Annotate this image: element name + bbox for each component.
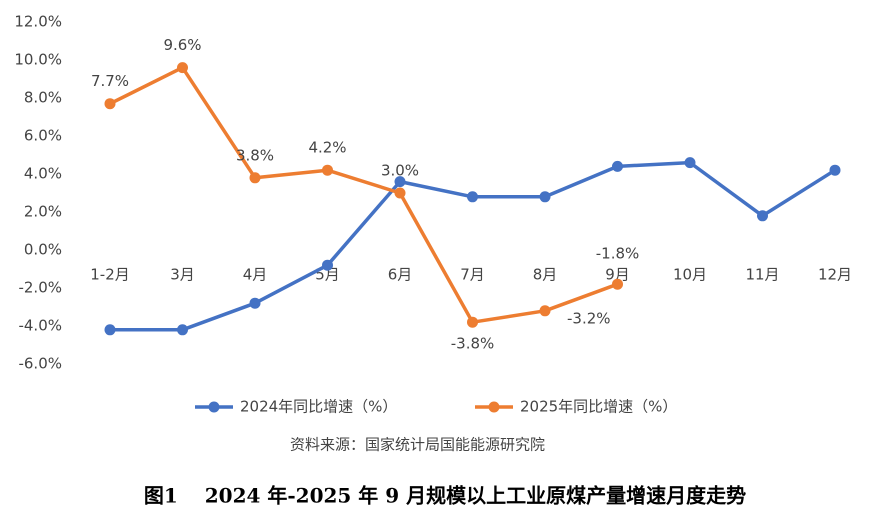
data-point [249, 172, 261, 184]
x-tick-label: 9月 [605, 266, 630, 284]
data-point [394, 176, 406, 188]
y-tick-label: -2.0% [18, 279, 62, 297]
y-tick-label: 2.0% [24, 203, 62, 221]
data-point [249, 297, 261, 309]
y-tick-label: 12.0% [14, 13, 62, 31]
x-tick-label: 6月 [388, 266, 413, 284]
y-tick-label: 8.0% [24, 89, 62, 107]
data-point [394, 187, 406, 199]
series-line [110, 160, 836, 332]
x-tick-label: 1-2月 [90, 266, 130, 284]
data-label: 7.7% [91, 72, 129, 90]
data-label: -3.8% [451, 335, 495, 353]
y-tick-label: 10.0% [14, 51, 62, 69]
y-tick-label: -6.0% [18, 355, 62, 373]
x-tick-label: 3月 [170, 266, 195, 284]
data-label: 9.6% [163, 36, 201, 54]
data-point [177, 62, 188, 74]
y-tick-label: 6.0% [24, 127, 62, 145]
x-tick-label: 4月 [243, 266, 268, 284]
legend-marker [488, 401, 500, 413]
data-point [757, 210, 768, 222]
series-line [109, 65, 619, 324]
data-point [104, 324, 116, 336]
data-point [467, 316, 478, 328]
data-label: 4.2% [308, 139, 346, 157]
legend-marker [208, 401, 220, 413]
data-point [539, 305, 551, 317]
data-point [467, 191, 478, 203]
legend-label: 2025年同比增速（%） [520, 398, 677, 416]
data-point [539, 191, 551, 203]
data-point [612, 278, 623, 290]
y-tick-label: 4.0% [24, 165, 62, 183]
data-point [829, 164, 841, 176]
data-point [177, 324, 188, 336]
data-point [104, 98, 116, 110]
x-tick-label: 12月 [818, 266, 852, 284]
data-label: -1.8% [596, 245, 640, 263]
x-tick-label: 7月 [460, 266, 485, 284]
data-label: 3.8% [236, 146, 274, 164]
data-point [684, 157, 696, 169]
data-point [322, 259, 333, 271]
y-tick-label: -4.0% [18, 317, 62, 335]
data-label: -3.2% [567, 309, 611, 327]
y-tick-label: 0.0% [24, 241, 62, 259]
x-tick-label: 8月 [533, 266, 558, 284]
legend-label: 2024年同比增速（%） [240, 398, 397, 416]
x-tick-label: 11月 [745, 266, 779, 284]
x-tick-label: 10月 [673, 266, 707, 284]
data-point [612, 160, 623, 172]
source-note: 资料来源：国家统计局国能能源研究院 [290, 436, 545, 454]
data-label: 3.0% [381, 162, 419, 180]
chart-title: 图1 2024 年-2025 年 9 月规模以上工业原煤产量增速月度走势 [144, 484, 746, 508]
data-point [322, 164, 333, 176]
